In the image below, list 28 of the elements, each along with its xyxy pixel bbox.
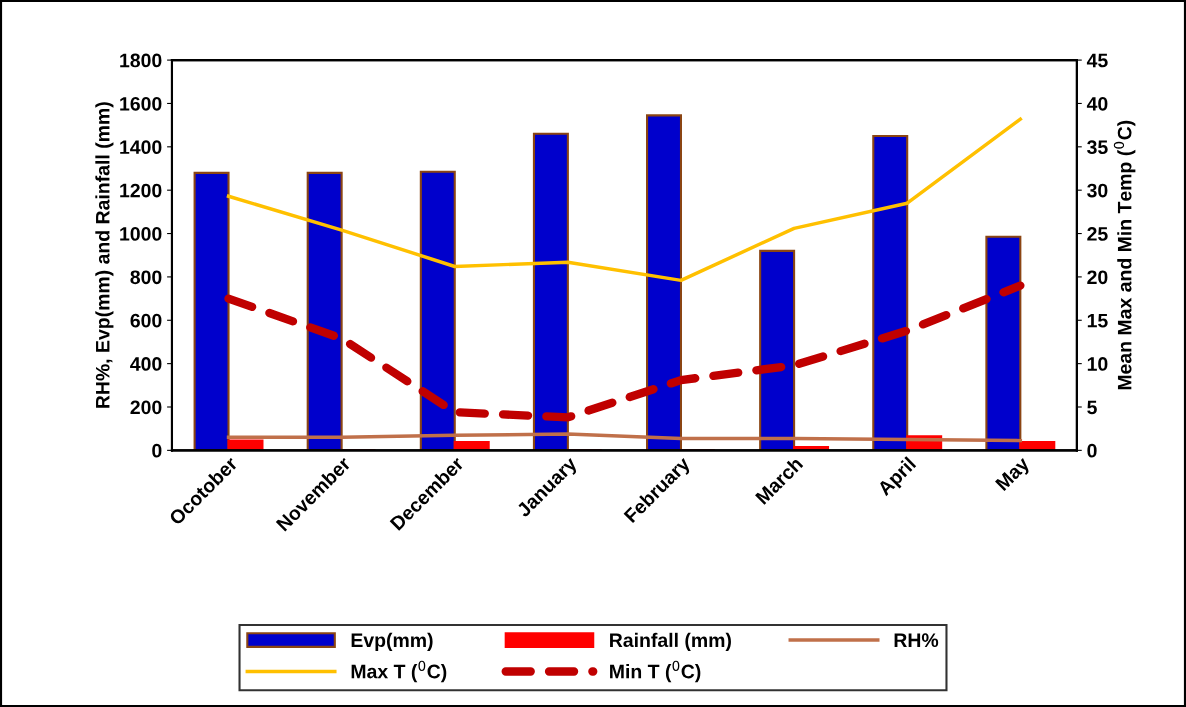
y-tick-label: 1600 [120, 96, 162, 111]
y2-tick-label: 40 [1086, 96, 1108, 111]
y-tick-label: 1400 [120, 140, 162, 155]
y2-tick-label: 0 [1087, 443, 1097, 458]
legend-label: Evp(mm) [351, 632, 433, 651]
y-tick-label: 1200 [120, 183, 162, 198]
y2-tick-label: 45 [1086, 53, 1108, 68]
y-tick-label: 0 [152, 443, 162, 458]
y-tick-label: 200 [130, 400, 162, 415]
y2-tick-label: 35 [1087, 140, 1108, 155]
legend-label: Rainfall (mm) [610, 632, 731, 651]
y2-tick-label: 10 [1087, 357, 1108, 371]
y-tick-label: 600 [130, 313, 162, 328]
x-tick-label: May [995, 455, 1034, 494]
legend-label: Max T ($^{0}$C) [351, 660, 447, 683]
y-tick-label: 1800 [120, 53, 162, 68]
y2-tick-label: 15 [1087, 313, 1108, 328]
y-axis-title: RH%, Evp(mm) and Rainfall (mm) [95, 102, 114, 408]
y2-tick-label: 25 [1087, 227, 1108, 241]
legend-label: RH% [894, 633, 939, 648]
y2-tick-label: 30 [1087, 183, 1108, 198]
y-tick-label: 400 [130, 357, 162, 371]
y-tick-label: 1000 [120, 227, 162, 241]
y-tick-label: 800 [130, 270, 162, 285]
legend-label: Min T ($^{0}$C) [610, 660, 701, 683]
y2-tick-label: 5 [1087, 400, 1097, 415]
y2-axis-title: Mean Max and Min Temp ($^{0}$C) [1113, 120, 1136, 390]
y2-tick-label: 20 [1087, 270, 1108, 285]
